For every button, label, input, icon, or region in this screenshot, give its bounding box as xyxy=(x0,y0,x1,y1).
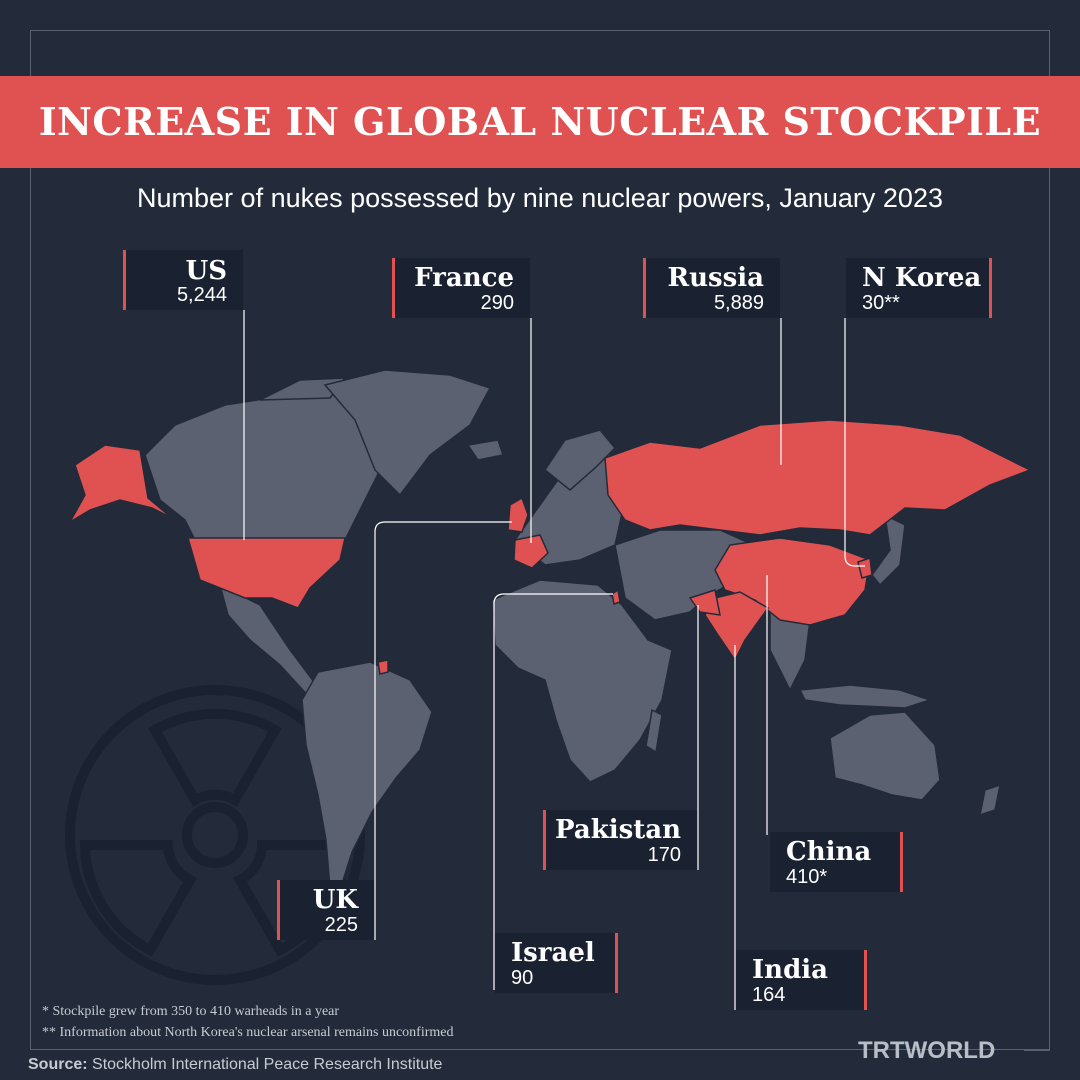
label-india: India 164 xyxy=(736,950,867,1010)
map-russia xyxy=(604,419,1032,536)
source-text: Stockholm International Peace Research I… xyxy=(92,1056,443,1073)
leader-uk xyxy=(374,521,512,940)
country-name: N Korea xyxy=(862,263,982,293)
map-france xyxy=(513,534,549,569)
leader-nkorea xyxy=(844,318,865,567)
leader-lines xyxy=(243,310,865,1010)
japan xyxy=(871,513,906,587)
new-zealand xyxy=(979,783,1001,817)
map-israel xyxy=(611,588,621,605)
footnote-china: * Stockpile grew from 350 to 410 warhead… xyxy=(42,1004,340,1019)
country-value: 5,244 xyxy=(176,284,227,306)
country-value: 5,889 xyxy=(713,292,764,314)
label-france: France 290 xyxy=(392,258,530,318)
page-title: INCREASE IN GLOBAL NUCLEAR STOCKPILE xyxy=(38,99,1042,144)
page-subtitle: Number of nukes possessed by nine nuclea… xyxy=(137,183,943,213)
nuclear-powers xyxy=(67,419,1032,675)
country-value: 164 xyxy=(752,984,786,1006)
south-america xyxy=(301,661,433,891)
logo-divider xyxy=(1024,1050,1050,1051)
title-banner: INCREASE IN GLOBAL NUCLEAR STOCKPILE xyxy=(0,76,1080,168)
country-name: Israel xyxy=(511,938,595,968)
map-usa xyxy=(187,537,346,609)
country-name: Russia xyxy=(667,263,764,293)
indonesia xyxy=(798,684,933,709)
map-china xyxy=(714,537,871,626)
map-french-guiana xyxy=(377,659,389,675)
canadian-arctic xyxy=(259,377,347,401)
country-name: UK xyxy=(312,885,358,915)
country-value: 90 xyxy=(511,967,534,989)
label-nkorea: N Korea 30** xyxy=(846,258,992,318)
footnote-nkorea: ** Information about North Korea's nucle… xyxy=(42,1025,454,1040)
label-uk: UK 225 xyxy=(277,880,374,940)
label-israel: Israel 90 xyxy=(495,933,618,993)
country-value: 30** xyxy=(862,292,900,314)
africa xyxy=(491,579,673,783)
map-north-korea xyxy=(857,556,873,579)
map-uk xyxy=(507,496,529,533)
trtworld-logo: TRTWORLD xyxy=(858,1037,996,1064)
country-name: India xyxy=(752,955,828,985)
scandinavia xyxy=(543,429,617,491)
label-us: US 5,244 xyxy=(123,250,243,310)
label-pakistan: Pakistan 170 xyxy=(543,810,697,870)
iceland xyxy=(466,439,504,461)
country-name: China xyxy=(786,837,872,867)
country-name: Pakistan xyxy=(555,815,681,845)
canada xyxy=(144,394,381,541)
country-value: 290 xyxy=(480,292,514,314)
label-russia: Russia 5,889 xyxy=(643,258,780,318)
frame-border xyxy=(30,30,1050,1050)
leader-israel xyxy=(493,593,613,990)
source-label: Source: xyxy=(28,1056,88,1073)
map-pakistan xyxy=(688,589,721,616)
country-value: 410* xyxy=(786,866,828,888)
map-alaska xyxy=(67,444,173,525)
country-name: US xyxy=(185,256,227,286)
country-value: 225 xyxy=(324,914,358,936)
australia xyxy=(829,711,941,801)
label-china: China 410* xyxy=(770,832,903,892)
greenland xyxy=(323,369,492,497)
source-line: Source: Stockholm International Peace Re… xyxy=(28,1056,442,1074)
madagascar xyxy=(645,708,663,754)
country-name: France xyxy=(414,263,514,293)
country-value: 170 xyxy=(647,844,681,866)
map-india xyxy=(704,591,770,662)
